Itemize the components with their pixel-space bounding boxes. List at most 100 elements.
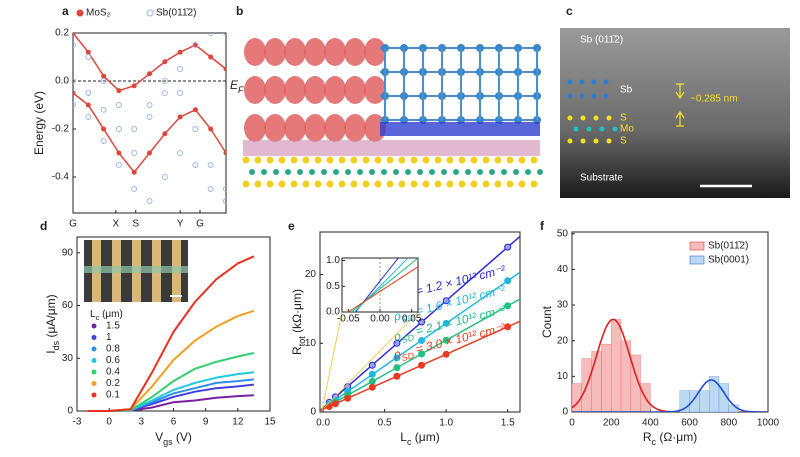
mos2-layer <box>243 140 540 156</box>
panel-label: f <box>540 219 545 233</box>
point <box>393 372 401 380</box>
charge-lobe <box>244 38 266 66</box>
x-tick-label: 200 <box>603 418 620 429</box>
band-point <box>131 150 138 156</box>
sb-dot <box>591 93 597 99</box>
mo-atom <box>369 169 375 175</box>
y-tick-label: -0.2 <box>52 124 70 135</box>
charge-lobe <box>364 76 386 104</box>
channel <box>84 266 188 273</box>
band-point <box>115 126 122 132</box>
point <box>418 318 426 326</box>
label-part: (μA/μm) <box>44 294 58 341</box>
label: Sb (011̄2) <box>580 35 623 46</box>
band-point <box>192 42 199 48</box>
sb-dot <box>567 93 573 99</box>
point <box>442 297 450 305</box>
band-point <box>146 198 153 204</box>
s-atom <box>278 180 286 188</box>
band-point <box>161 90 168 96</box>
band-point <box>223 150 226 156</box>
legend-marker <box>91 369 97 375</box>
legend-swatch <box>689 241 705 251</box>
label-part: SD <box>401 333 416 346</box>
label: S <box>620 136 627 147</box>
x-tick-label: X <box>113 219 120 230</box>
mo-atom <box>333 169 339 175</box>
s-atom <box>362 180 370 188</box>
s-atom <box>254 180 262 188</box>
s-atom <box>518 180 526 188</box>
band-point <box>177 150 184 156</box>
band-point <box>101 126 107 132</box>
legend-label: 1.5 <box>106 321 120 332</box>
label: EF <box>230 78 244 95</box>
mo-atom <box>417 169 423 175</box>
x-tick-label: 9 <box>203 417 209 428</box>
band-point <box>192 126 199 132</box>
point <box>418 361 426 369</box>
charge-lobe <box>324 76 346 104</box>
label-part: ρ <box>391 347 402 363</box>
band-point <box>223 198 226 204</box>
inset-fit-line <box>353 258 409 312</box>
s-atom <box>242 156 250 164</box>
label: Mo <box>620 124 634 135</box>
band-point <box>208 126 214 132</box>
hist-bar <box>718 383 730 413</box>
mo-atom <box>429 169 435 175</box>
micrograph-bg <box>560 28 790 198</box>
s-atom <box>374 180 382 188</box>
panel-label: a <box>62 4 69 18</box>
point <box>504 243 512 251</box>
point <box>442 319 450 327</box>
mo-atom <box>357 169 363 175</box>
band-point <box>73 78 76 84</box>
s-atom <box>470 180 478 188</box>
charge-lobe <box>344 76 366 104</box>
legend-label: 0.2 <box>106 378 120 389</box>
s-atom <box>530 156 538 164</box>
s-atom <box>266 156 274 164</box>
s-dot <box>606 115 612 121</box>
band-point <box>73 102 76 108</box>
label: Substrate <box>580 173 623 184</box>
sb-dot <box>579 79 585 85</box>
band-point <box>115 162 122 168</box>
x-tick-label: 800 <box>720 418 737 429</box>
label-part: SD <box>401 313 416 326</box>
charge-lobe <box>324 114 346 142</box>
label-part: c <box>651 437 656 447</box>
point <box>393 364 401 372</box>
label-part: F <box>238 85 244 95</box>
label-part: SD <box>401 351 416 364</box>
label: Lc (μm) <box>90 309 123 323</box>
band-point <box>192 107 198 113</box>
s-atom <box>314 180 322 188</box>
mo-atom <box>489 169 495 175</box>
y-tick-label: 0 <box>562 407 568 418</box>
band-point <box>85 54 92 60</box>
y-tick-label: 0.0 <box>326 307 340 318</box>
band-point <box>101 73 107 79</box>
label-part: c <box>96 313 100 322</box>
mo-atom <box>297 169 303 175</box>
label-part: (kΩ·μm) <box>290 289 304 336</box>
label-part: R <box>290 346 304 355</box>
mo-atom <box>381 169 387 175</box>
s-atom <box>398 180 406 188</box>
s-atom <box>326 180 334 188</box>
mo-atom <box>345 169 351 175</box>
s-atom <box>410 156 418 164</box>
legend-label: 1 <box>106 332 112 343</box>
band-point <box>192 162 199 168</box>
charge-lobe <box>344 38 366 66</box>
mo-dot <box>586 126 592 132</box>
label-part: R <box>643 430 652 444</box>
band-point <box>161 78 168 84</box>
panel-label: b <box>236 4 243 18</box>
charge-lobe <box>244 76 266 104</box>
label-part: L <box>400 430 407 444</box>
mo-atom <box>405 169 411 175</box>
s-dot <box>580 138 586 144</box>
